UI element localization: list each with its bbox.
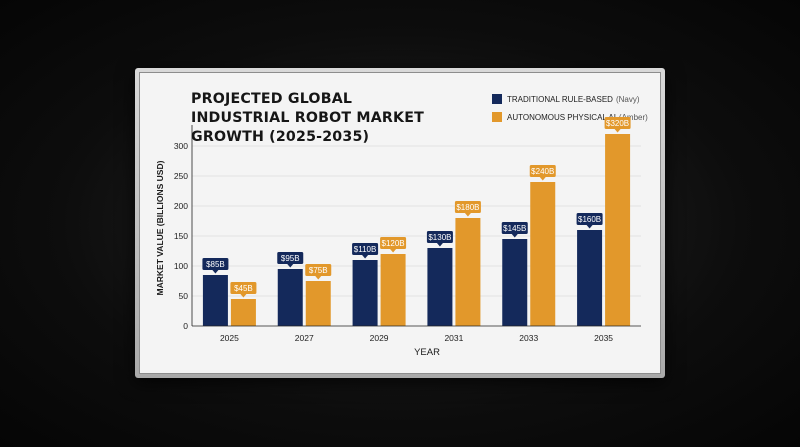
x-tick-label: 2031 xyxy=(444,333,463,343)
data-label: $85B xyxy=(206,260,225,269)
legend-swatch-traditional xyxy=(492,94,502,104)
y-tick-label: 250 xyxy=(174,171,188,181)
bar xyxy=(605,134,631,326)
data-label: $160B xyxy=(578,215,601,224)
data-label: $180B xyxy=(456,203,479,212)
y-tick-label: 50 xyxy=(179,291,189,301)
x-tick-label: 2029 xyxy=(370,333,389,343)
y-tick-label: 100 xyxy=(174,261,188,271)
data-label-box xyxy=(202,258,229,270)
legend-swatch-autonomous xyxy=(492,112,502,122)
data-label-pointer xyxy=(464,213,471,217)
data-label-box xyxy=(380,237,407,249)
data-label-pointer xyxy=(287,264,294,268)
bar xyxy=(427,248,453,326)
legend-label-autonomous: AUTONOMOUS PHYSICAL AI xyxy=(507,112,616,122)
data-label: $95B xyxy=(281,254,300,263)
legend-item-autonomous: AUTONOMOUS PHYSICAL AI (Amber) xyxy=(492,108,648,126)
bar xyxy=(352,260,378,326)
data-label-pointer xyxy=(539,177,546,181)
data-label-pointer xyxy=(315,276,322,280)
data-label-pointer xyxy=(240,294,247,298)
chart-title: PROJECTED GLOBAL INDUSTRIAL ROBOT MARKET… xyxy=(191,91,424,145)
data-label: $45B xyxy=(234,284,253,293)
data-label-pointer xyxy=(511,234,518,238)
data-label: $75B xyxy=(309,266,328,275)
data-label-pointer xyxy=(436,243,443,247)
x-tick-label: 2027 xyxy=(295,333,314,343)
chart-panel: PROJECTED GLOBAL INDUSTRIAL ROBOT MARKET… xyxy=(139,72,661,374)
bar xyxy=(305,281,331,326)
bar-chart-plot: $85B $45B $95B $75B $110B $120B $130B $180B $145… xyxy=(155,117,641,358)
data-label: $110B xyxy=(354,245,377,254)
legend-label-traditional: TRADITIONAL RULE-BASED xyxy=(507,94,613,104)
bar xyxy=(230,299,256,326)
data-label-pointer xyxy=(614,129,621,133)
data-label-pointer xyxy=(586,225,593,229)
x-axis-title: YEAR xyxy=(414,347,440,358)
x-tick-label: 2025 xyxy=(220,333,239,343)
data-label-box xyxy=(277,252,304,264)
data-label-box xyxy=(529,165,556,177)
data-label: $130B xyxy=(428,233,451,242)
legend-item-traditional: TRADITIONAL RULE-BASED (Navy) xyxy=(492,90,648,108)
bar xyxy=(202,275,228,326)
x-tick-label: 2033 xyxy=(519,333,538,343)
data-label-pointer xyxy=(212,270,219,274)
data-label-box xyxy=(604,117,631,129)
data-label-pointer xyxy=(390,249,397,253)
y-tick-label: 200 xyxy=(174,201,188,211)
data-label: $120B xyxy=(382,239,405,248)
bar xyxy=(530,182,556,326)
bar xyxy=(277,269,303,326)
legend-hint-traditional: (Navy) xyxy=(615,94,640,104)
monitor-frame: PROJECTED GLOBAL INDUSTRIAL ROBOT MARKET… xyxy=(135,68,665,378)
y-tick-label: 300 xyxy=(174,141,188,151)
data-label-box xyxy=(305,264,332,276)
data-label: $145B xyxy=(503,224,526,233)
data-label-box xyxy=(352,243,379,255)
data-label-box xyxy=(501,222,528,234)
y-tick-label: 150 xyxy=(174,231,188,241)
data-label-box xyxy=(230,282,257,294)
bar xyxy=(577,230,603,326)
data-label: $320B xyxy=(606,119,629,128)
chart-legend: TRADITIONAL RULE-BASED (Navy) AUTONOMOUS… xyxy=(492,90,648,126)
x-tick-label: 2035 xyxy=(594,333,613,343)
data-label-box xyxy=(426,231,453,243)
bar xyxy=(502,239,528,326)
bar xyxy=(380,254,406,326)
data-label-box xyxy=(576,213,603,225)
data-label: $240B xyxy=(531,167,554,176)
data-label-pointer xyxy=(362,255,369,259)
y-axis-title: MARKET VALUE (BILLIONS USD) xyxy=(155,160,165,295)
data-label-box xyxy=(454,201,481,213)
y-tick-label: 0 xyxy=(183,321,188,331)
bar xyxy=(455,218,481,326)
legend-hint-autonomous: (Amber) xyxy=(618,112,648,122)
